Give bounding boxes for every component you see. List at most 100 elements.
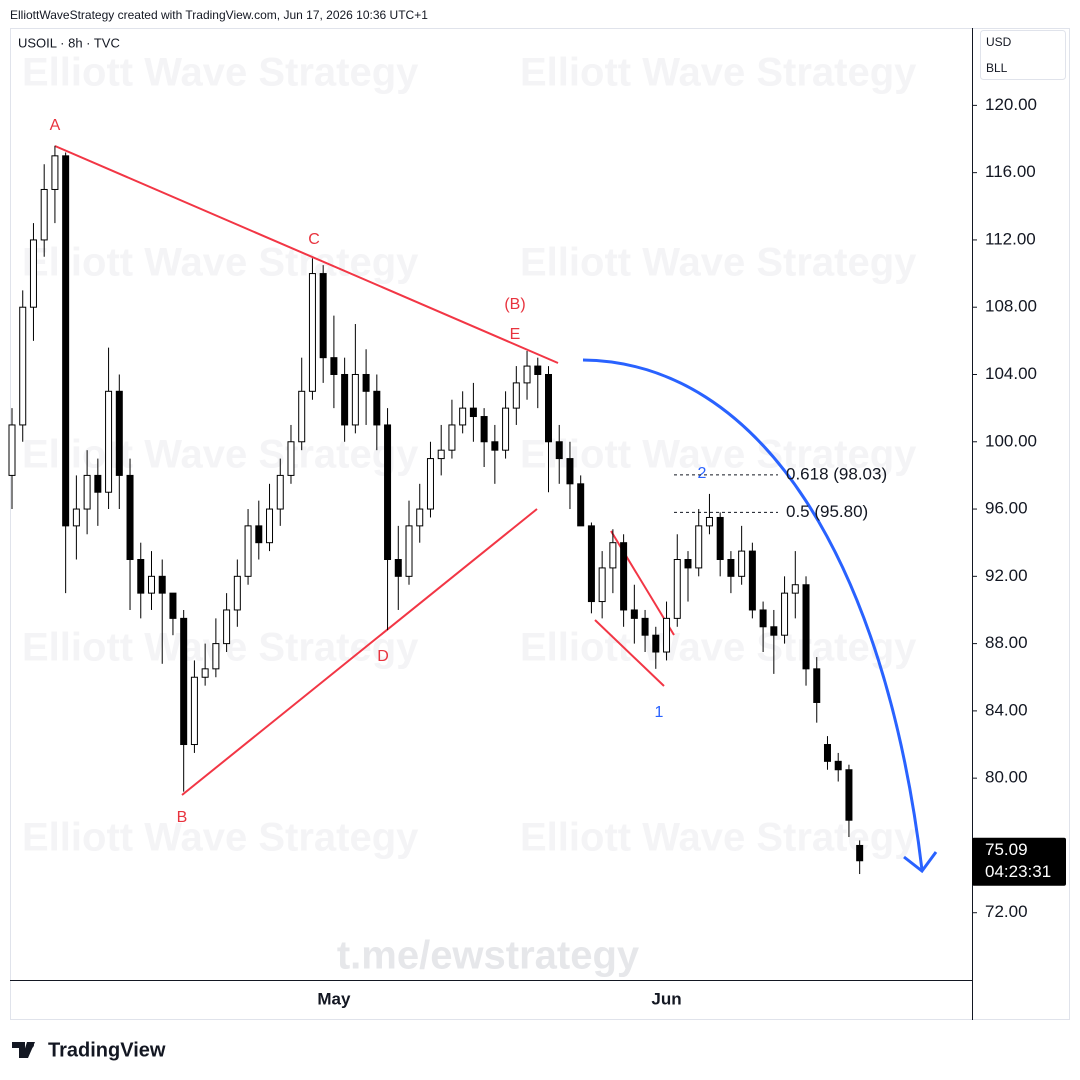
candle-body (523, 365, 531, 384)
candle-body (534, 365, 542, 375)
wave-label: 2 (698, 465, 707, 482)
candle-body (298, 390, 306, 443)
watermark: Elliott Wave Strategy (520, 51, 917, 95)
candle-body (802, 584, 810, 670)
candle-body (266, 508, 274, 544)
candle-body (373, 390, 381, 426)
candle-body (502, 407, 510, 451)
candle-body (126, 474, 134, 561)
y-tick-label: 72.00 (985, 902, 1028, 921)
candle-body (40, 188, 48, 241)
brand-logo-dot (28, 1042, 34, 1048)
candle-body (459, 407, 467, 426)
candle-body (308, 273, 316, 392)
arrow-head (903, 851, 938, 874)
watermark: Elliott Wave Strategy (22, 241, 419, 285)
candle-body (781, 592, 789, 636)
candles (8, 145, 864, 875)
candle-body (823, 744, 831, 762)
candle-body (695, 525, 703, 569)
watermark: Elliott Wave Strategy (520, 816, 917, 860)
candle-body (845, 769, 853, 821)
candle-body (287, 441, 295, 476)
candle-body (180, 617, 188, 746)
trendline (181, 508, 538, 796)
wave-label: A (50, 117, 61, 134)
unit: BLL (986, 61, 1008, 75)
wave-label: 1 (655, 704, 664, 721)
candle-body (770, 626, 778, 636)
candle-body (416, 508, 424, 527)
candle-body (244, 525, 252, 577)
wave-label: (B) (504, 296, 525, 313)
candle-body (19, 306, 27, 426)
candle-body (566, 458, 574, 485)
countdown: 04:23:31 (985, 862, 1051, 881)
frame (10, 28, 1070, 1020)
brand-name: TradingView (48, 1039, 166, 1061)
x-tick-label: May (317, 989, 351, 1008)
y-tick-label: 100.00 (985, 431, 1037, 450)
currency: USD (986, 35, 1012, 49)
wave-label: B (177, 809, 188, 826)
candle-body (351, 373, 359, 426)
candle-body (587, 525, 595, 603)
wave-label: E (510, 326, 521, 343)
watermark: Elliott Wave Strategy (22, 51, 419, 95)
channel-watermark: t.me/ewstrategy (337, 934, 640, 978)
candle-body (748, 550, 756, 611)
candle-body (620, 542, 628, 611)
x-tick-label: Jun (651, 989, 681, 1008)
watermark: Elliott Wave Strategy (520, 241, 917, 285)
candle-body (405, 525, 413, 577)
candle-body (555, 441, 563, 460)
candle-body (147, 575, 155, 594)
y-tick-label: 120.00 (985, 95, 1037, 114)
candle-body (137, 559, 145, 594)
candle-body (83, 474, 91, 510)
brand: TradingView (12, 1039, 166, 1061)
trendline (54, 145, 559, 364)
candle-body (512, 382, 520, 409)
candle-body (834, 760, 842, 771)
forecast-arrow (582, 358, 924, 871)
watermark: Elliott Wave Strategy (22, 433, 419, 477)
fib-label: 0.618 (98.03) (786, 464, 887, 483)
last-price-box (972, 837, 1066, 886)
candle-body (169, 592, 177, 619)
candle-body (341, 373, 349, 426)
watermark: Elliott Wave Strategy (22, 816, 419, 860)
candle-body (630, 609, 638, 619)
candle-body (94, 474, 102, 493)
candle-body (330, 357, 338, 375)
y-tick-label: 92.00 (985, 566, 1028, 585)
candle-body (652, 634, 660, 653)
candle-body (705, 516, 713, 527)
y-tick-label: 108.00 (985, 297, 1037, 316)
candle-body (609, 542, 617, 569)
y-tick-label: 80.00 (985, 768, 1028, 787)
candle-body (233, 575, 241, 611)
candle-body (598, 567, 606, 603)
y-tick-label: 84.00 (985, 700, 1028, 719)
candle-body (856, 844, 864, 862)
candle-body (72, 508, 80, 527)
candle-body (394, 559, 402, 577)
candle-body (158, 575, 166, 594)
candle-body (738, 550, 746, 577)
watermark: Elliott Wave Strategy (22, 626, 419, 670)
candle-body (51, 155, 59, 190)
fib-label: 0.5 (95.80) (786, 502, 868, 521)
candle-body (437, 449, 445, 460)
candle-body (469, 407, 477, 418)
candle-body (663, 617, 671, 653)
header: ElliottWaveStrategy created with Trading… (10, 8, 428, 22)
y-tick-label: 88.00 (985, 633, 1028, 652)
candle-body (384, 424, 392, 561)
candle-body (201, 668, 209, 678)
candle-body (115, 390, 123, 476)
candle-body (190, 676, 198, 746)
candle-body (29, 239, 37, 308)
candle-body (716, 516, 724, 561)
